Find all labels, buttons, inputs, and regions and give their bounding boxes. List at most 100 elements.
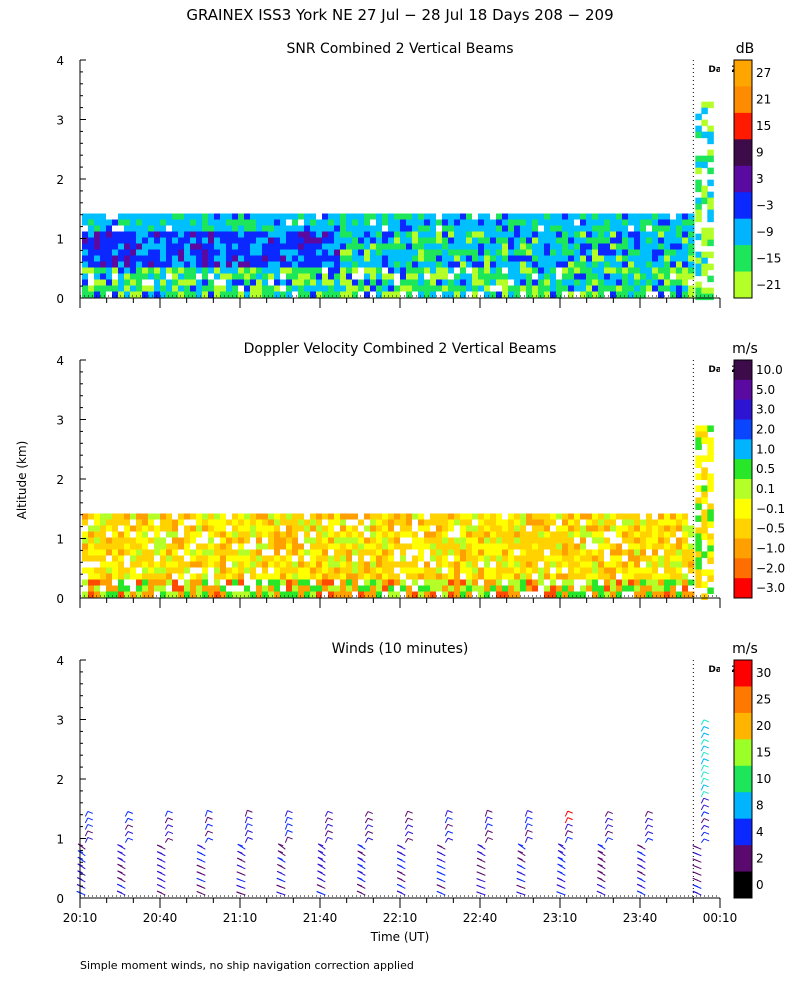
colorbar-label: 3.0 <box>756 403 775 417</box>
colorbar-segment <box>734 498 752 520</box>
wind-barb <box>604 817 609 824</box>
wind-barb <box>324 830 329 837</box>
colorbar-label: −2.0 <box>756 561 785 575</box>
wind-barb <box>164 838 169 843</box>
colorbar-segment <box>734 538 752 559</box>
colorbar-segment <box>734 419 752 440</box>
wind-barb <box>700 797 705 804</box>
colorbar-segment <box>734 165 752 193</box>
colorbar-label: 15 <box>756 746 771 760</box>
wind-barb <box>244 830 249 837</box>
colorbar-segment <box>734 578 752 599</box>
x-tick-label: 00:10 <box>703 911 738 925</box>
wind-barb <box>700 758 705 765</box>
colorbar-segment <box>734 139 752 167</box>
colorbar-label: −0.5 <box>756 522 785 536</box>
colorbar-segment <box>734 439 752 460</box>
wind-barb <box>484 823 488 830</box>
y-tick-label: 3 <box>56 414 64 428</box>
wind-barb <box>84 837 89 843</box>
wind-barb <box>644 811 649 817</box>
wind-barb <box>324 824 329 830</box>
wind-barb <box>484 837 489 843</box>
figure-title: GRAINEX ISS3 York NE 27 Jul − 28 Jul 18 … <box>186 6 613 24</box>
wind-barb <box>124 824 129 830</box>
wind-barb <box>564 810 569 817</box>
wind-barb <box>124 811 129 817</box>
wind-barb <box>644 824 649 830</box>
colorbar-segment <box>734 479 752 500</box>
wind-barb <box>124 837 129 843</box>
wind-barb <box>700 791 705 798</box>
wind-barb <box>84 824 89 830</box>
wind-barb <box>164 831 169 837</box>
colorbar-label: 8 <box>756 798 764 812</box>
wind-barb <box>404 817 409 824</box>
wind-barb <box>84 811 89 817</box>
colorbar-label: −3 <box>756 198 774 212</box>
doppler-panel: Doppler Velocity Combined 2 Vertical Bea… <box>56 341 785 608</box>
colorbar-label: −21 <box>756 278 781 292</box>
colorbar-frame <box>733 359 753 599</box>
wind-barb <box>700 831 705 837</box>
colorbar-frame <box>733 59 753 299</box>
wind-barb <box>700 811 705 817</box>
colorbar-segment <box>734 660 752 687</box>
wind-barb <box>324 817 329 824</box>
y-tick-label: 4 <box>56 654 64 668</box>
y-tick-label: 2 <box>56 773 64 787</box>
wind-barb <box>284 816 288 824</box>
x-axis-label: Time (UT) <box>370 930 430 944</box>
wind-barb <box>444 831 449 837</box>
wind-barb <box>524 816 528 824</box>
colorbar-segment <box>734 245 752 273</box>
snr-panel: SNR Combined 2 Vertical Beams dB Day 201… <box>56 41 781 308</box>
wind-barb <box>204 817 209 824</box>
colorbar-label: −0.1 <box>756 502 785 516</box>
wind-barb <box>404 824 409 830</box>
colorbar-segment <box>734 192 752 220</box>
wind-barb <box>284 810 288 817</box>
y-tick-label: 3 <box>56 114 64 128</box>
wind-barb <box>564 823 569 830</box>
y-axis-label: Altitude (km) <box>15 441 29 520</box>
x-tick-label: 21:40 <box>303 911 338 925</box>
wind-barb <box>484 810 488 817</box>
colorbar-label: 9 <box>756 146 764 160</box>
wind-barb <box>700 732 705 739</box>
colorbar-segment <box>734 845 752 873</box>
colorbar-label: 15 <box>756 119 771 133</box>
colorbar-label: 25 <box>756 693 771 707</box>
wind-barb <box>564 830 569 837</box>
wind-barb <box>204 830 209 837</box>
colorbar-label: 30 <box>756 666 771 680</box>
wind-barb <box>164 824 169 830</box>
panel-title: SNR Combined 2 Vertical Beams <box>286 41 513 57</box>
footnote: Simple moment winds, no ship navigation … <box>80 959 414 972</box>
x-tick-label: 22:40 <box>463 911 498 925</box>
colorbar-segment <box>734 712 752 740</box>
wind-barb <box>524 823 528 830</box>
wind-barb <box>700 745 705 752</box>
y-tick-label: 0 <box>56 292 64 306</box>
wind-barb <box>700 771 705 778</box>
colorbar-segment <box>734 459 752 480</box>
colorbar-label: 2 <box>756 851 764 865</box>
wind-barb <box>644 817 649 824</box>
wind-barb <box>404 831 409 837</box>
colorbar-label: −15 <box>756 251 781 265</box>
wind-barb <box>700 726 705 732</box>
y-tick-label: 0 <box>56 892 64 906</box>
y-tick-label: 1 <box>56 833 64 847</box>
colorbar-segment <box>734 686 752 714</box>
wind-barb <box>404 838 409 843</box>
wind-barb <box>700 764 705 771</box>
colorbar-segment <box>734 60 752 87</box>
colorbar-label: 21 <box>756 93 771 107</box>
x-tick-label: 21:10 <box>223 911 258 925</box>
wind-barb <box>484 830 489 837</box>
wind-barb <box>444 817 449 824</box>
x-tick-label: 20:40 <box>143 911 178 925</box>
wind-barb <box>244 810 248 817</box>
